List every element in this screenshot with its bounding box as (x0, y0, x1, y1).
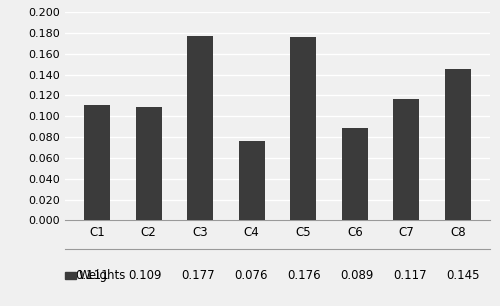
Bar (84, 105, 110, 220)
Text: 0.117: 0.117 (394, 269, 427, 282)
Bar (239, 141, 264, 220)
Bar (290, 37, 316, 220)
Text: 0.145: 0.145 (446, 269, 480, 282)
Text: 0.111: 0.111 (75, 269, 108, 282)
Text: 0.176: 0.176 (287, 269, 321, 282)
Text: 0.076: 0.076 (234, 269, 268, 282)
Bar (445, 69, 470, 220)
Bar (394, 99, 419, 220)
Bar (136, 107, 162, 220)
Bar (342, 128, 367, 220)
Text: 0.089: 0.089 (340, 269, 374, 282)
Text: Weights: Weights (79, 269, 126, 282)
Text: 0.177: 0.177 (181, 269, 214, 282)
Bar (188, 36, 213, 220)
Text: 0.109: 0.109 (128, 269, 162, 282)
